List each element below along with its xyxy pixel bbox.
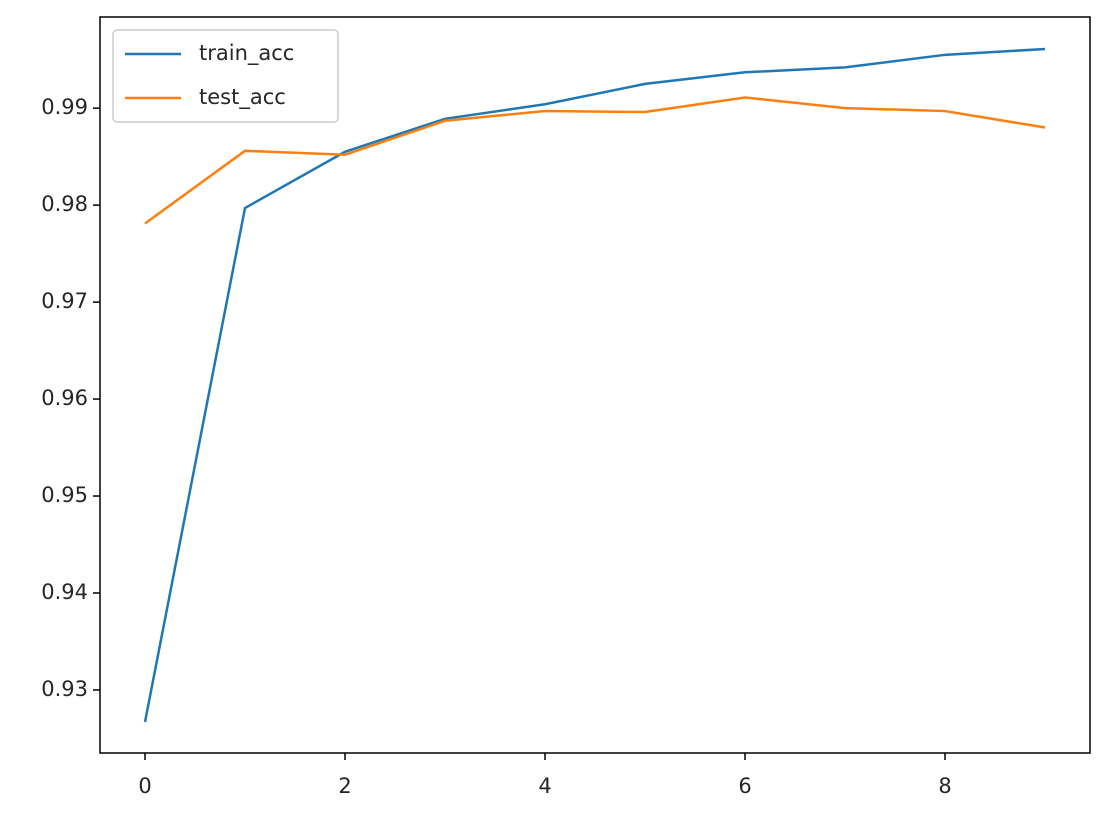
y-tick-label: 0.94 [41, 580, 88, 604]
y-tick-label: 0.95 [41, 483, 88, 507]
x-tick-label: 6 [738, 774, 751, 798]
x-tick-label: 0 [138, 774, 151, 798]
y-tick-label: 0.98 [41, 192, 88, 216]
x-tick-label: 8 [938, 774, 951, 798]
y-tick-label: 0.96 [41, 386, 88, 410]
x-tick-label: 2 [338, 774, 351, 798]
y-tick-label: 0.99 [41, 95, 88, 119]
line-series [143, 47, 1046, 723]
line-series [144, 96, 1046, 225]
plot-frame [99, 16, 1091, 754]
legend-label: test_acc [199, 85, 286, 110]
y-tick-label: 0.93 [41, 677, 88, 701]
legend-label: train_acc [199, 41, 294, 66]
y-tick-label: 0.97 [41, 289, 88, 313]
x-tick-label: 4 [538, 774, 551, 798]
